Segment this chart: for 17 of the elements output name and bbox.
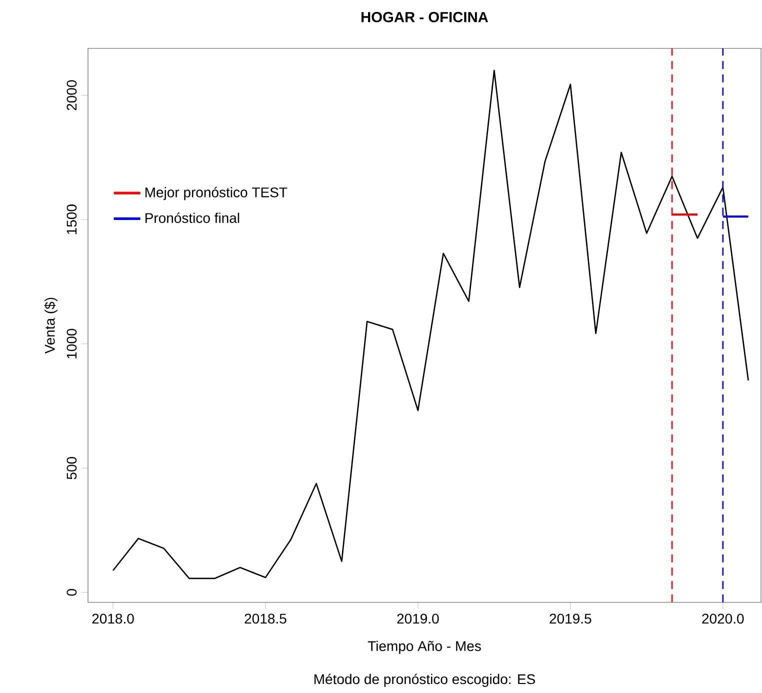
legend-label: Mejor pronóstico TEST bbox=[145, 186, 288, 200]
x-axis-title: Tiempo Año - Mes bbox=[368, 640, 481, 654]
y-tick-label: 0 bbox=[66, 589, 77, 596]
x-tick-label: 2019.5 bbox=[550, 614, 592, 624]
y-tick-label: 1500 bbox=[66, 204, 77, 234]
y-tick-label: 1000 bbox=[66, 328, 77, 358]
text: Método de pronóstico escogido: ES bbox=[314, 674, 536, 687]
chart-title: HOGAR - OFICINA bbox=[362, 12, 488, 22]
y-axis-title: Venta ($) bbox=[44, 298, 58, 354]
legend-label: Pronóstico final bbox=[145, 212, 240, 223]
line-series bbox=[112, 70, 749, 580]
x-tick-label: 2018.0 bbox=[92, 614, 134, 624]
x-tick-label: 2019.0 bbox=[397, 614, 439, 624]
y-tick-label: 2000 bbox=[66, 80, 77, 110]
x-tick-label: 2018.5 bbox=[244, 614, 286, 624]
y-tick-label: 500 bbox=[66, 456, 77, 480]
x-tick-label: 2020.0 bbox=[702, 614, 744, 624]
